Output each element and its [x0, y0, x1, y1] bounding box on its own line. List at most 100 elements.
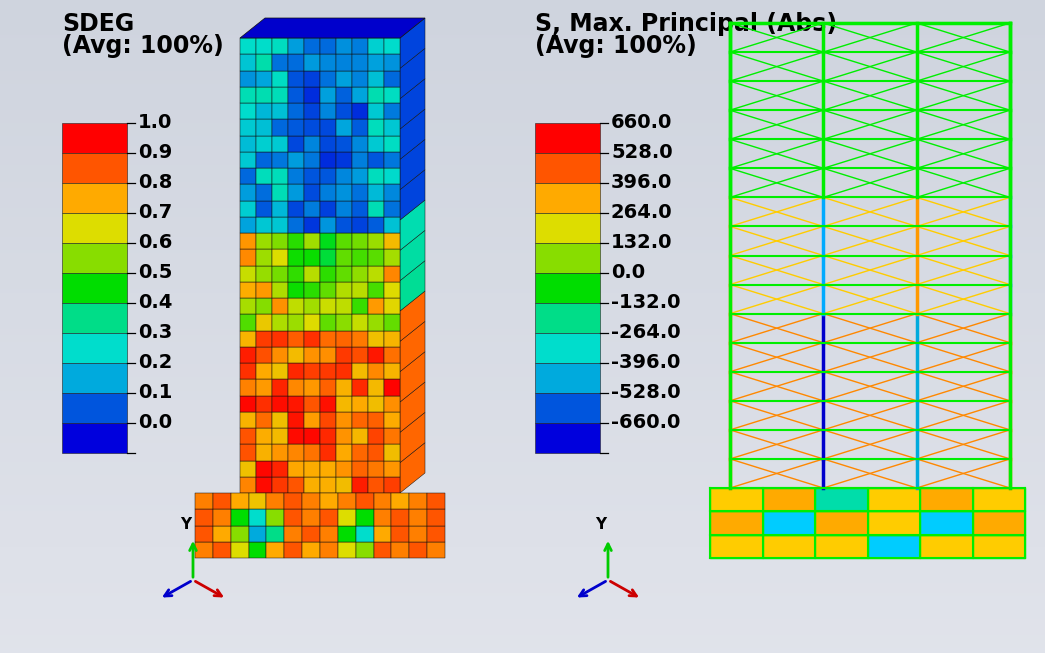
Bar: [256, 151, 272, 168]
Bar: [0, 338, 1045, 343]
Bar: [240, 119, 256, 136]
Bar: [410, 493, 427, 509]
Bar: [973, 535, 1025, 558]
Bar: [288, 103, 304, 119]
Bar: [427, 493, 445, 509]
Bar: [0, 528, 1045, 532]
Text: -396.0: -396.0: [611, 353, 680, 372]
Bar: [535, 423, 600, 453]
Bar: [256, 477, 272, 493]
Bar: [352, 363, 368, 379]
Bar: [320, 526, 338, 542]
Bar: [0, 142, 1045, 147]
Bar: [427, 509, 445, 526]
Bar: [0, 97, 1045, 101]
Bar: [410, 509, 427, 526]
Bar: [288, 347, 304, 363]
Bar: [920, 488, 973, 511]
Bar: [240, 38, 256, 54]
Bar: [256, 87, 272, 103]
Bar: [0, 508, 1045, 513]
Bar: [0, 345, 1045, 349]
Bar: [368, 266, 384, 281]
Bar: [0, 38, 1045, 42]
Bar: [195, 526, 213, 542]
Bar: [240, 54, 256, 71]
Bar: [0, 550, 1045, 555]
Bar: [336, 379, 352, 396]
Bar: [320, 298, 336, 314]
Bar: [240, 428, 256, 444]
Bar: [0, 276, 1045, 281]
Bar: [0, 74, 1045, 78]
Bar: [336, 298, 352, 314]
Text: 0.5: 0.5: [138, 264, 172, 283]
Bar: [0, 616, 1045, 620]
Polygon shape: [400, 443, 425, 493]
Bar: [0, 554, 1045, 558]
Bar: [368, 103, 384, 119]
Bar: [352, 347, 368, 363]
Bar: [0, 632, 1045, 637]
Bar: [368, 71, 384, 87]
Bar: [0, 459, 1045, 464]
Bar: [368, 396, 384, 412]
Bar: [0, 155, 1045, 160]
Bar: [304, 428, 320, 444]
Bar: [0, 544, 1045, 549]
Bar: [0, 77, 1045, 82]
Text: SDEG: SDEG: [62, 12, 134, 36]
Bar: [231, 526, 249, 542]
Bar: [384, 136, 400, 151]
Polygon shape: [400, 78, 425, 129]
Bar: [240, 477, 256, 493]
Bar: [0, 293, 1045, 297]
Bar: [288, 217, 304, 233]
Bar: [0, 257, 1045, 261]
Bar: [0, 136, 1045, 140]
Bar: [320, 266, 336, 281]
Bar: [304, 217, 320, 233]
Text: 264.0: 264.0: [611, 204, 673, 223]
Bar: [0, 599, 1045, 604]
Bar: [320, 71, 336, 87]
Bar: [0, 119, 1045, 124]
Bar: [302, 509, 320, 526]
Bar: [535, 363, 600, 393]
Bar: [0, 103, 1045, 108]
Bar: [0, 648, 1045, 653]
Text: S, Max. Principal (Abs): S, Max. Principal (Abs): [535, 12, 837, 36]
Bar: [320, 444, 336, 460]
Bar: [304, 347, 320, 363]
Bar: [535, 243, 600, 273]
Polygon shape: [400, 352, 425, 402]
Text: -660.0: -660.0: [611, 413, 680, 432]
Bar: [0, 195, 1045, 199]
Bar: [0, 449, 1045, 454]
Bar: [0, 185, 1045, 189]
Bar: [0, 492, 1045, 496]
Bar: [336, 38, 352, 54]
Bar: [0, 495, 1045, 500]
Bar: [384, 396, 400, 412]
Bar: [0, 113, 1045, 118]
Bar: [272, 136, 288, 151]
Bar: [336, 412, 352, 428]
Bar: [352, 233, 368, 249]
Bar: [0, 270, 1045, 274]
Bar: [0, 211, 1045, 215]
Bar: [384, 233, 400, 249]
Polygon shape: [400, 412, 425, 463]
Bar: [0, 541, 1045, 545]
Bar: [284, 509, 302, 526]
Bar: [384, 412, 400, 428]
Bar: [0, 580, 1045, 584]
Bar: [392, 509, 410, 526]
Bar: [256, 444, 272, 460]
Bar: [0, 28, 1045, 33]
Bar: [0, 475, 1045, 480]
Bar: [0, 152, 1045, 157]
Bar: [384, 71, 400, 87]
Bar: [535, 273, 600, 303]
Bar: [355, 493, 373, 509]
